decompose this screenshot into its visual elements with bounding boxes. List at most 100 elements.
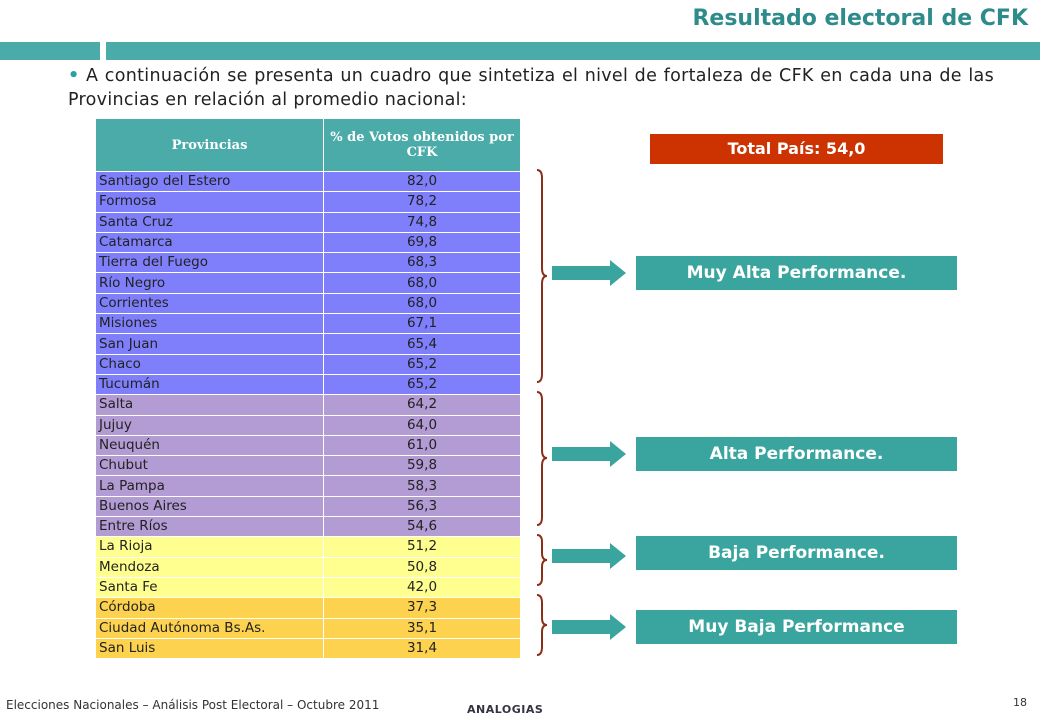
province-name: Corrientes bbox=[95, 292, 324, 315]
table-row: Santiago del Estero 82,0 bbox=[95, 170, 521, 193]
table-row: Neuquén 61,0 bbox=[95, 434, 521, 457]
arrow-icon bbox=[552, 260, 626, 286]
category-very-high: Muy Alta Performance. bbox=[636, 256, 957, 290]
table-row: San Juan 65,4 bbox=[95, 333, 521, 355]
table-row: Córdoba 37,3 bbox=[95, 597, 521, 619]
vote-percentage: 42,0 bbox=[323, 576, 521, 599]
footer-text: Elecciones Nacionales – Análisis Post El… bbox=[6, 698, 380, 712]
provinces-table: Provincias % de Votos obtenidos por CFK … bbox=[95, 118, 521, 660]
brace-low bbox=[536, 534, 548, 586]
table-row: Santa Cruz 74,8 bbox=[95, 211, 521, 233]
province-name: Chaco bbox=[95, 353, 324, 375]
bullet-icon: • bbox=[68, 66, 80, 86]
page-number: 18 bbox=[1013, 696, 1027, 709]
intro-paragraph: • A continuación se presenta un cuadro q… bbox=[68, 64, 994, 112]
vote-percentage: 35,1 bbox=[323, 617, 521, 639]
vote-percentage: 50,8 bbox=[323, 556, 521, 578]
table-row: Mendoza 50,8 bbox=[95, 556, 521, 578]
province-name: Río Negro bbox=[95, 272, 324, 294]
intro-text: A continuación se presenta un cuadro que… bbox=[68, 66, 994, 110]
brand-logo: ANALOGIAS bbox=[467, 703, 544, 716]
category-low: Baja Performance. bbox=[636, 536, 957, 570]
province-name: Formosa bbox=[95, 191, 324, 213]
arrow-icon bbox=[552, 441, 626, 467]
brace-very-low bbox=[536, 594, 548, 656]
province-name: Tucumán bbox=[95, 373, 324, 396]
province-name: Jujuy bbox=[95, 414, 324, 436]
brace-high bbox=[536, 391, 548, 526]
vote-percentage: 78,2 bbox=[323, 191, 521, 213]
table-row: Jujuy 64,0 bbox=[95, 414, 521, 436]
vote-percentage: 74,8 bbox=[323, 211, 521, 233]
vote-percentage: 51,2 bbox=[323, 536, 521, 558]
vote-percentage: 64,0 bbox=[323, 414, 521, 436]
table-header-row: Provincias % de Votos obtenidos por CFK bbox=[95, 118, 521, 172]
total-pais-badge: Total País: 54,0 bbox=[650, 134, 943, 164]
table-row: Corrientes 68,0 bbox=[95, 292, 521, 315]
vote-percentage: 64,2 bbox=[323, 394, 521, 416]
vote-percentage: 58,3 bbox=[323, 475, 521, 497]
province-name: Salta bbox=[95, 394, 324, 416]
table-row: Buenos Aires 56,3 bbox=[95, 495, 521, 518]
table-row: San Luis 31,4 bbox=[95, 637, 521, 660]
arrow-icon bbox=[552, 614, 626, 640]
province-name: Tierra del Fuego bbox=[95, 252, 324, 274]
brace-arrows bbox=[536, 169, 626, 656]
vote-percentage: 68,0 bbox=[323, 272, 521, 294]
province-name: Catamarca bbox=[95, 231, 324, 254]
table-row: Catamarca 69,8 bbox=[95, 231, 521, 254]
category-very-low: Muy Baja Performance bbox=[636, 610, 957, 644]
vote-percentage: 65,2 bbox=[323, 353, 521, 375]
arrow-icon bbox=[552, 543, 626, 569]
vote-percentage: 31,4 bbox=[323, 637, 521, 660]
table-row: Ciudad Autónoma Bs.As. 35,1 bbox=[95, 617, 521, 639]
table-row: Salta 64,2 bbox=[95, 394, 521, 416]
vote-percentage: 82,0 bbox=[323, 170, 521, 193]
province-name: La Rioja bbox=[95, 536, 324, 558]
header-bar-left bbox=[0, 42, 100, 60]
province-name: Entre Ríos bbox=[95, 516, 324, 538]
column-header-province: Provincias bbox=[95, 118, 324, 172]
table-body: Santiago del Estero 82,0 Formosa 78,2 Santa … bbox=[95, 170, 521, 660]
table-row: Chubut 59,8 bbox=[95, 455, 521, 477]
province-name: Córdoba bbox=[95, 597, 324, 619]
vote-percentage: 54,6 bbox=[323, 516, 521, 538]
vote-percentage: 65,4 bbox=[323, 333, 521, 355]
province-name: Buenos Aires bbox=[95, 495, 324, 518]
table-row: La Pampa 58,3 bbox=[95, 475, 521, 497]
province-name: Santa Fe bbox=[95, 576, 324, 599]
province-name: Ciudad Autónoma Bs.As. bbox=[95, 617, 324, 639]
vote-percentage: 59,8 bbox=[323, 455, 521, 477]
category-high: Alta Performance. bbox=[636, 437, 957, 471]
column-header-votes: % de Votos obtenidos por CFK bbox=[323, 118, 521, 172]
page-title: Resultado electoral de CFK bbox=[692, 6, 1028, 31]
province-name: San Juan bbox=[95, 333, 324, 355]
province-name: Santa Cruz bbox=[95, 211, 324, 233]
table-row: Formosa 78,2 bbox=[95, 191, 521, 213]
vote-percentage: 65,2 bbox=[323, 373, 521, 396]
province-name: Chubut bbox=[95, 455, 324, 477]
province-name: Misiones bbox=[95, 313, 324, 335]
header-bar-right bbox=[106, 42, 1040, 60]
province-name: La Pampa bbox=[95, 475, 324, 497]
vote-percentage: 68,3 bbox=[323, 252, 521, 274]
brace-very-high bbox=[536, 169, 548, 383]
vote-percentage: 69,8 bbox=[323, 231, 521, 254]
province-name: San Luis bbox=[95, 637, 324, 660]
vote-percentage: 68,0 bbox=[323, 292, 521, 315]
province-name: Mendoza bbox=[95, 556, 324, 578]
vote-percentage: 37,3 bbox=[323, 597, 521, 619]
province-name: Santiago del Estero bbox=[95, 170, 324, 193]
table-row: La Rioja 51,2 bbox=[95, 536, 521, 558]
table-row: Tierra del Fuego 68,3 bbox=[95, 252, 521, 274]
vote-percentage: 61,0 bbox=[323, 434, 521, 457]
province-name: Neuquén bbox=[95, 434, 324, 457]
vote-percentage: 67,1 bbox=[323, 313, 521, 335]
table-row: Tucumán 65,2 bbox=[95, 373, 521, 396]
table-row: Misiones 67,1 bbox=[95, 313, 521, 335]
table-row: Río Negro 68,0 bbox=[95, 272, 521, 294]
vote-percentage: 56,3 bbox=[323, 495, 521, 518]
table-row: Chaco 65,2 bbox=[95, 353, 521, 375]
table-row: Entre Ríos 54,6 bbox=[95, 516, 521, 538]
table-row: Santa Fe 42,0 bbox=[95, 576, 521, 599]
